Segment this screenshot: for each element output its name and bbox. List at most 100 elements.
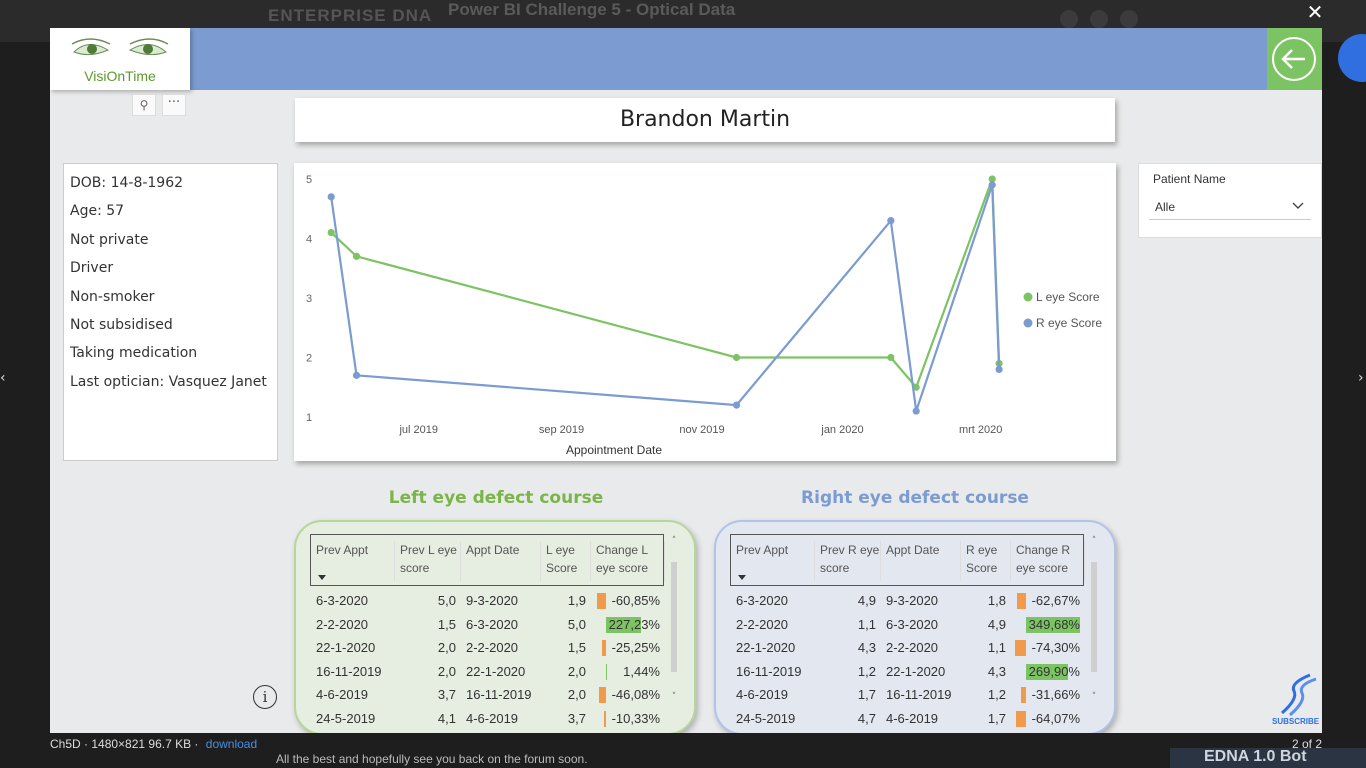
search-icon[interactable] (1060, 10, 1078, 28)
lightbox-prev-icon[interactable]: ‹ (0, 370, 6, 386)
column-header[interactable]: L eye Score (541, 541, 591, 581)
table-cell: 1,2 (987, 687, 1006, 702)
table-row: 22-1-2020 2,0 2-2-2020 1,5 -25,25% (310, 637, 664, 661)
change-data-bar (1016, 593, 1026, 609)
change-data-bar (596, 593, 606, 609)
x-axis-label: Appointment Date (566, 443, 662, 457)
legend-label: L eye Score (1036, 290, 1100, 304)
table-cell: 1,5 (567, 640, 586, 655)
patient-info-line: Driver (70, 260, 114, 277)
column-header[interactable]: Prev L eye score (395, 541, 461, 581)
table-row: 2-2-2020 1,1 6-3-2020 4,9 349,68% (730, 614, 1084, 638)
table-cell: 16-11-2019 (736, 663, 802, 679)
data-point (912, 383, 920, 391)
avatar[interactable] (1120, 10, 1138, 28)
x-tick-label: mrt 2020 (959, 424, 1002, 436)
change-data-bar (1021, 687, 1026, 703)
table-cell: 24-5-2019 (736, 710, 796, 726)
table-scrollbar[interactable]: ˄ ˅ (670, 536, 678, 706)
data-point (732, 401, 741, 409)
table-cell: 2-2-2020 (736, 616, 789, 632)
scroll-thumb[interactable] (1091, 562, 1097, 672)
table-cell: 3,7 (567, 710, 586, 726)
table-cell: 5,0 (437, 593, 456, 608)
patient-info-line: Not subsidised (70, 316, 173, 333)
report-canvas: VisiOnTime ⚲ ··· Brandon Martin DOB: 14-… (50, 28, 1322, 733)
x-tick-label: jul 2019 (398, 424, 438, 436)
column-header[interactable]: Prev Appt (731, 541, 815, 581)
column-header[interactable]: Prev Appt (311, 541, 395, 581)
table-cell: 4,9 (987, 616, 1006, 632)
table-cell: 2-2-2020 (886, 640, 939, 655)
data-point (912, 407, 920, 415)
lightbox-close-button[interactable]: ✕ (1306, 0, 1324, 24)
table-cell: 4-6-2019 (886, 710, 939, 726)
scroll-thumb[interactable] (671, 562, 677, 672)
table-cell: 269,90% (1028, 663, 1080, 679)
table-cell: 2,0 (567, 687, 586, 702)
table-cell: 9-3-2020 (886, 593, 939, 608)
more-options-icon[interactable]: ··· (162, 94, 186, 116)
table-cell: 4,3 (987, 663, 1006, 679)
patient-info-line: Non-smoker (70, 288, 155, 305)
menu-icon[interactable] (1090, 10, 1108, 28)
table-cell: -46,08% (611, 687, 660, 702)
lightbox-next-icon[interactable]: › (1358, 370, 1364, 386)
table-cell: 22-1-2020 (736, 640, 796, 655)
scroll-up-icon[interactable]: ˄ (1091, 536, 1097, 546)
table-header: Prev Appt Prev L eye score Appt Date L eye … (310, 534, 665, 586)
change-data-bar (604, 710, 606, 727)
change-data-bar (1026, 663, 1068, 680)
x-tick-label: nov 2019 (679, 424, 724, 436)
y-tick-label: 2 (306, 353, 312, 365)
scroll-down-icon[interactable]: ˅ (671, 692, 677, 702)
table-cell: 3,7 (437, 687, 456, 702)
table-scrollbar[interactable]: ˄ ˅ (1090, 536, 1098, 706)
info-icon[interactable]: i (253, 685, 277, 709)
table-row: 6-3-2020 5,0 9-3-2020 1,9 -60,85% (310, 590, 664, 614)
patient-info-card: DOB: 14-8-1962 Age: 57 Not private Driver No… (63, 163, 278, 461)
patient-info-line: Last optician: Vasquez Janet (70, 373, 267, 390)
change-data-bar (1016, 710, 1026, 727)
change-data-bar (606, 616, 642, 633)
data-point (327, 228, 335, 237)
table-cell: 349,68% (1028, 616, 1080, 632)
scroll-down-icon[interactable]: ˅ (1091, 692, 1097, 702)
data-point (988, 181, 996, 189)
download-link[interactable]: download (205, 737, 258, 751)
page-count: 2 of 2 (1292, 737, 1323, 751)
data-point (887, 353, 895, 362)
table-row: 22-1-2020 4,3 2-2-2020 1,1 -74,30% (730, 637, 1084, 661)
scroll-up-icon[interactable]: ˄ (671, 536, 677, 546)
column-header[interactable]: Appt Date (461, 541, 541, 581)
logo: VisiOnTime (50, 28, 190, 90)
table-cell: 227,23% (608, 616, 660, 632)
change-data-bar (1026, 616, 1080, 633)
column-header[interactable]: Change R eye score (1011, 541, 1085, 581)
change-data-bar (599, 687, 606, 703)
table-cell: 2,0 (567, 663, 586, 679)
table-cell: 4,9 (857, 593, 876, 608)
slicer-selected-value: Alle (1155, 200, 1176, 214)
forum-thread-title: Power BI Challenge 5 - Optical Data (448, 0, 736, 19)
table-row: 4-6-2019 1,7 16-11-2019 1,2 -31,66% (730, 684, 1084, 708)
table-cell: 24-5-2019 (316, 710, 376, 726)
pin-icon[interactable]: ⚲ (132, 94, 156, 116)
left-eye-table: Prev Appt Prev L eye score Appt Date L eye … (294, 520, 696, 733)
sort-descending-icon[interactable] (738, 575, 746, 580)
table-cell: 2,0 (437, 640, 456, 655)
chevron-down-icon (1292, 202, 1304, 209)
table-cell: 4,7 (857, 710, 876, 726)
bot-bar[interactable]: EDNA 1.0 Bot (1170, 748, 1366, 768)
subscribe-badge[interactable]: SUBSCRIBE (1272, 673, 1322, 728)
back-button[interactable] (1267, 28, 1322, 90)
patient-name-dropdown[interactable]: Alle (1149, 194, 1311, 220)
column-header[interactable]: R eye Score (961, 541, 1011, 581)
column-header[interactable]: Prev R eye score (815, 541, 881, 581)
column-header[interactable]: Appt Date (881, 541, 961, 581)
sort-descending-icon[interactable] (318, 575, 326, 580)
column-header[interactable]: Change L eye score (591, 541, 665, 581)
table-cell: 1,7 (987, 710, 1006, 726)
table-cell: 1,1 (987, 640, 1006, 655)
y-tick-label: 4 (306, 234, 312, 246)
